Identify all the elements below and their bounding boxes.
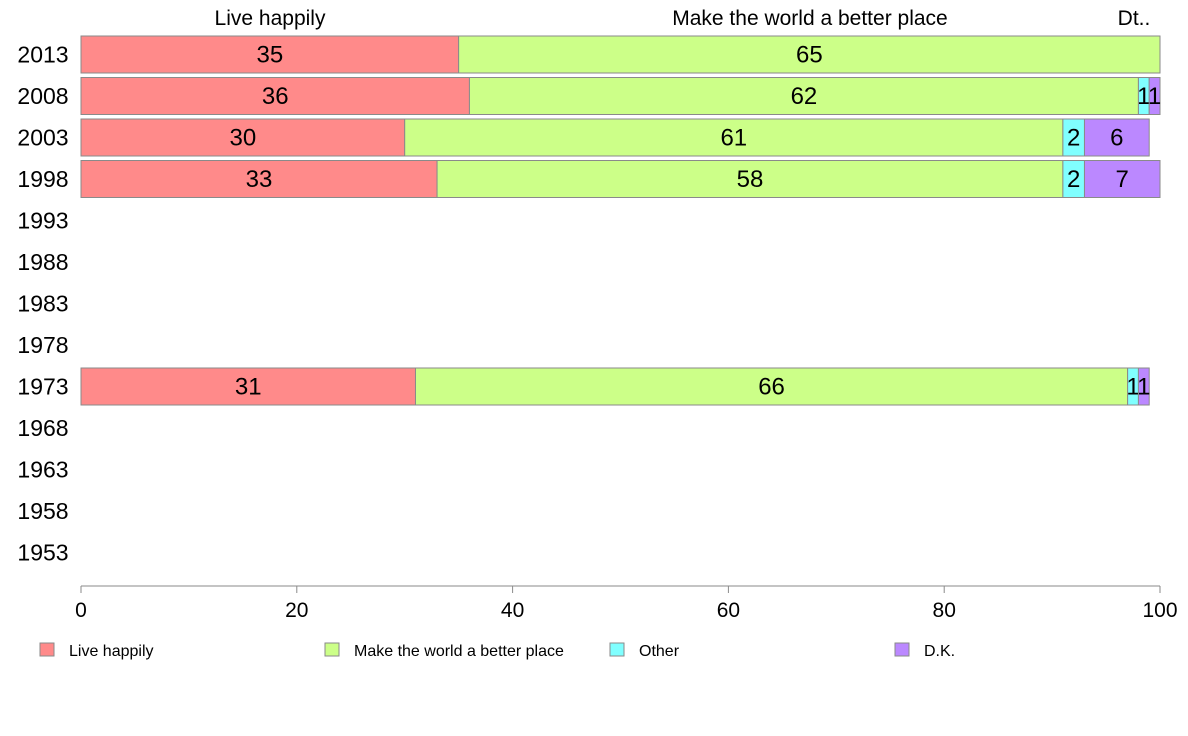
- data-label: 31: [235, 374, 262, 401]
- x-tick-label: 0: [75, 599, 87, 622]
- data-label: 65: [796, 42, 823, 69]
- legend-label: Live happily: [69, 643, 154, 660]
- legend-swatch: [609, 642, 625, 657]
- data-label: 7: [1116, 166, 1129, 193]
- y-tick-label: 1963: [17, 457, 68, 483]
- y-tick-label: 2008: [17, 83, 68, 109]
- bar-segment: [414, 367, 1129, 406]
- data-label: 35: [256, 42, 283, 69]
- y-tick-label: 1993: [17, 208, 68, 234]
- x-tick-label: 80: [933, 599, 956, 622]
- legend-swatch: [324, 642, 340, 657]
- y-tick-label: 2003: [17, 125, 68, 151]
- legend-label: D.K.: [924, 643, 955, 660]
- y-tick-label: 1973: [17, 374, 68, 400]
- data-label: 30: [229, 125, 256, 152]
- bar-segment: [1083, 118, 1150, 157]
- x-tick-label: 40: [501, 599, 524, 622]
- data-label: 1: [1137, 374, 1150, 401]
- y-tick-label: 1953: [17, 540, 68, 566]
- data-label: 2: [1067, 166, 1080, 193]
- top-labels: Live happily Make the world a better plac…: [215, 7, 1151, 30]
- y-tick-label: 2013: [17, 42, 68, 68]
- data-label: 62: [791, 83, 818, 110]
- top-label: Make the world a better place: [672, 7, 947, 30]
- legend: Live happily Make the world a better plac…: [39, 642, 955, 660]
- x-axis: 0 20 40 60 80 100: [75, 585, 1178, 622]
- data-label: 1: [1148, 83, 1161, 110]
- data-label: 1: [1126, 374, 1139, 401]
- x-tick-label: 100: [1142, 599, 1177, 622]
- bar-segment: [436, 160, 1064, 198]
- x-tick-label: 20: [285, 599, 308, 622]
- bar-segment: [80, 160, 438, 198]
- bar-segment: [1137, 367, 1150, 406]
- y-tick-label: 1968: [17, 415, 68, 441]
- data-label: 6: [1110, 125, 1123, 152]
- bar-segment: [468, 77, 1139, 115]
- legend-swatch: [39, 642, 55, 657]
- data-label: 33: [246, 166, 273, 193]
- x-tick-label: 60: [717, 599, 740, 622]
- y-tick-label: 1978: [17, 332, 68, 358]
- data-label: 66: [758, 374, 785, 401]
- data-label: 36: [262, 83, 289, 110]
- data-label: 2: [1067, 125, 1080, 152]
- bar-segment: [80, 367, 416, 406]
- bar-segment: [80, 118, 406, 157]
- y-tick-label: 1998: [17, 166, 68, 192]
- bar-segment: [80, 35, 460, 74]
- data-label: 61: [720, 125, 747, 152]
- legend-swatch: [894, 642, 910, 657]
- data-label: 58: [737, 166, 764, 193]
- y-tick-label: 1958: [17, 498, 68, 524]
- bar-segment: [80, 77, 470, 115]
- top-label: Dt..: [1118, 7, 1151, 30]
- y-tick-label: 1983: [17, 291, 68, 317]
- bar-segment: [1148, 77, 1161, 115]
- year-labels: 2013 2008 2003 1998 1993 1988 1983 1978 1973 1968…: [17, 42, 68, 566]
- bar-segment: [458, 35, 1161, 74]
- bar-segment: [404, 118, 1064, 157]
- top-label: Live happily: [215, 7, 326, 30]
- legend-label: Other: [639, 643, 680, 660]
- bar-segment: [1083, 160, 1161, 198]
- legend-label: Make the world a better place: [354, 643, 564, 660]
- y-tick-label: 1988: [17, 249, 68, 275]
- data-label: 1: [1137, 83, 1150, 110]
